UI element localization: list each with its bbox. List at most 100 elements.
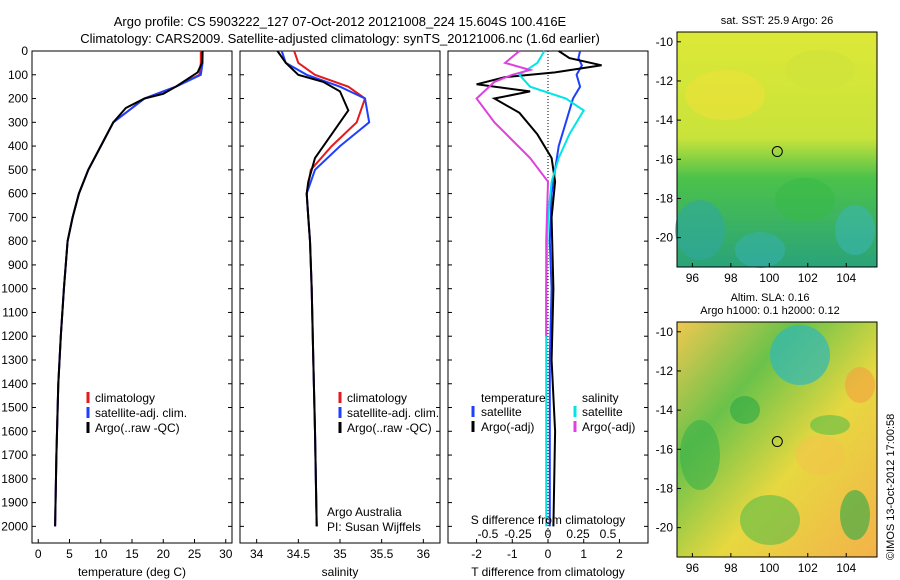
series-line-satellite-adj-clim- (54, 51, 204, 527)
depth-tick-label: 800 (8, 234, 28, 248)
depth-tick-label: 1100 (2, 305, 28, 319)
lat-tick-label: -14 (656, 113, 674, 127)
series-line-salinity-argo-adj- (475, 50, 550, 337)
sla-map-title-line1: Altim. SLA: 0.16 (731, 292, 810, 304)
salinity-panel: 34 34.5 35 35.5 36 salinity climatologysatel… (239, 50, 441, 579)
x-tick-label: 20 (157, 547, 171, 561)
s-diff-tick-label: 0.5 (600, 527, 617, 541)
depth-tick-label: 2000 (1, 519, 28, 533)
depth-tick-label: 1700 (1, 448, 28, 462)
salinity-difference-ticks: -0.5 -0.25 0 0.25 0.5 (478, 527, 617, 541)
s-diff-tick-label: -0.25 (504, 527, 532, 541)
depth-tick-label: 1600 (1, 424, 28, 438)
temperature-series-group (54, 50, 204, 527)
lat-tick-label: -10 (656, 325, 674, 339)
legend-label: climatology (347, 391, 407, 405)
sla-argo-location-marker (771, 436, 783, 448)
salinity-x-ticks: 34 34.5 35 35.5 36 (250, 539, 430, 561)
depth-tick-label: 900 (8, 258, 28, 272)
lon-tick-label: 96 (686, 561, 700, 575)
s-diff-tick-label: -0.5 (478, 527, 499, 541)
salinity-y-ticks (240, 50, 440, 527)
s-diff-tick-label: 0 (545, 527, 552, 541)
depth-tick-label: 500 (8, 163, 28, 177)
sla-map-frame (676, 321, 878, 558)
depth-tick-label: 0 (21, 44, 28, 58)
x-tick-label: 10 (94, 547, 108, 561)
s-diff-tick-label: 0.25 (566, 527, 590, 541)
figure-title-line1: Argo profile: CS 5903222_127 07-Oct-2012… (114, 14, 567, 29)
legend-salinity-title: salinity (582, 391, 619, 405)
x-tick-label: 15 (125, 547, 139, 561)
lat-tick-label: -20 (656, 231, 674, 245)
lon-tick-label: 102 (798, 561, 818, 575)
difference-legend: temperature salinitysatelliteArgo(-adj)sa… (471, 391, 635, 434)
sst-map-panel: sat. SST: 25.9 Argo: 26 96 98 100 102 104 -1… (656, 15, 878, 285)
depth-tick-label: 1300 (1, 353, 28, 367)
lat-tick-label: -20 (656, 521, 674, 535)
credit-pi: PI: Susan Wijffels (327, 520, 421, 534)
x-tick-label: -1 (507, 547, 518, 561)
salinity-x-label: salinity (322, 565, 359, 579)
sst-map-texture (675, 50, 875, 268)
lat-tick-label: -16 (656, 152, 674, 166)
legend-label: Argo(-adj) (481, 420, 534, 434)
legend-temperature-title: temperature (481, 391, 546, 405)
legend-label: Argo(..raw -QC) (347, 421, 432, 435)
x-tick-label: 0 (545, 547, 552, 561)
temperature-difference-label: T difference from climatology (471, 565, 625, 579)
x-tick-label: 30 (219, 547, 233, 561)
x-tick-label: 35 (333, 547, 347, 561)
sst-map-title: sat. SST: 25.9 Argo: 26 (721, 15, 834, 27)
lon-tick-label: 100 (759, 271, 779, 285)
salinity-series-group (276, 50, 371, 527)
lon-tick-label: 96 (686, 271, 700, 285)
sst-map-frame (676, 31, 878, 268)
depth-tick-label: 1200 (1, 329, 28, 343)
depth-tick-label: 100 (8, 68, 28, 82)
sla-map-panel: Altim. SLA: 0.16 Argo h1000: 0.1 h2000: … (656, 292, 878, 575)
depth-tick-label: 1000 (1, 282, 28, 296)
x-tick-label: 2 (616, 547, 623, 561)
depth-tick-label: 600 (8, 187, 28, 201)
sst-argo-location-marker (771, 146, 783, 158)
lat-tick-label: -14 (656, 403, 674, 417)
temperature-axes-frame (31, 50, 233, 544)
depth-tick-label: 700 (8, 210, 28, 224)
depth-tick-label: 200 (8, 92, 28, 106)
legend-label: satellite (481, 405, 522, 419)
lat-tick-label: -10 (656, 35, 674, 49)
sla-map-lat-ticks: -10 -12 -14 -16 -18 -20 (656, 325, 681, 535)
x-tick-label: -2 (471, 547, 482, 561)
series-line-temperature-argo-adj- (476, 50, 602, 527)
difference-panel: -2 -1 0 1 2 -0.5 -0.25 0 0.25 0.5 S difference f… (447, 50, 649, 579)
series-line-climatology (54, 51, 202, 527)
depth-tick-label: 1900 (1, 496, 28, 510)
x-tick-label: 0 (35, 547, 42, 561)
x-tick-label: 25 (188, 547, 202, 561)
lon-tick-label: 104 (836, 561, 856, 575)
difference-y-ticks (448, 50, 648, 527)
sla-map-title-line2: Argo h1000: 0.1 h2000: 0.12 (700, 305, 839, 317)
series-line-argo-raw-qc- (54, 50, 204, 527)
lat-tick-label: -12 (656, 74, 674, 88)
difference-x-ticks: -2 -1 0 1 2 (471, 539, 623, 561)
credit-org: Argo Australia (327, 505, 402, 519)
lon-tick-label: 98 (724, 561, 738, 575)
depth-y-ticks: 0 100 200 300 400 500 600 700 800 900 1000 1100 1200… (1, 44, 232, 533)
salinity-axes-frame (239, 50, 441, 544)
depth-tick-label: 300 (8, 115, 28, 129)
sla-map-texture (680, 325, 875, 545)
legend-label: Argo(..raw -QC) (95, 421, 180, 435)
lat-tick-label: -18 (656, 481, 674, 495)
difference-series-group (475, 50, 602, 527)
temperature-x-ticks: 0 5 10 15 20 25 30 (35, 539, 233, 561)
lat-tick-label: -18 (656, 191, 674, 205)
legend-label: satellite (582, 405, 623, 419)
depth-tick-label: 1500 (1, 401, 28, 415)
lat-tick-label: -12 (656, 364, 674, 378)
legend-label: satellite-adj. clim. (347, 406, 439, 420)
